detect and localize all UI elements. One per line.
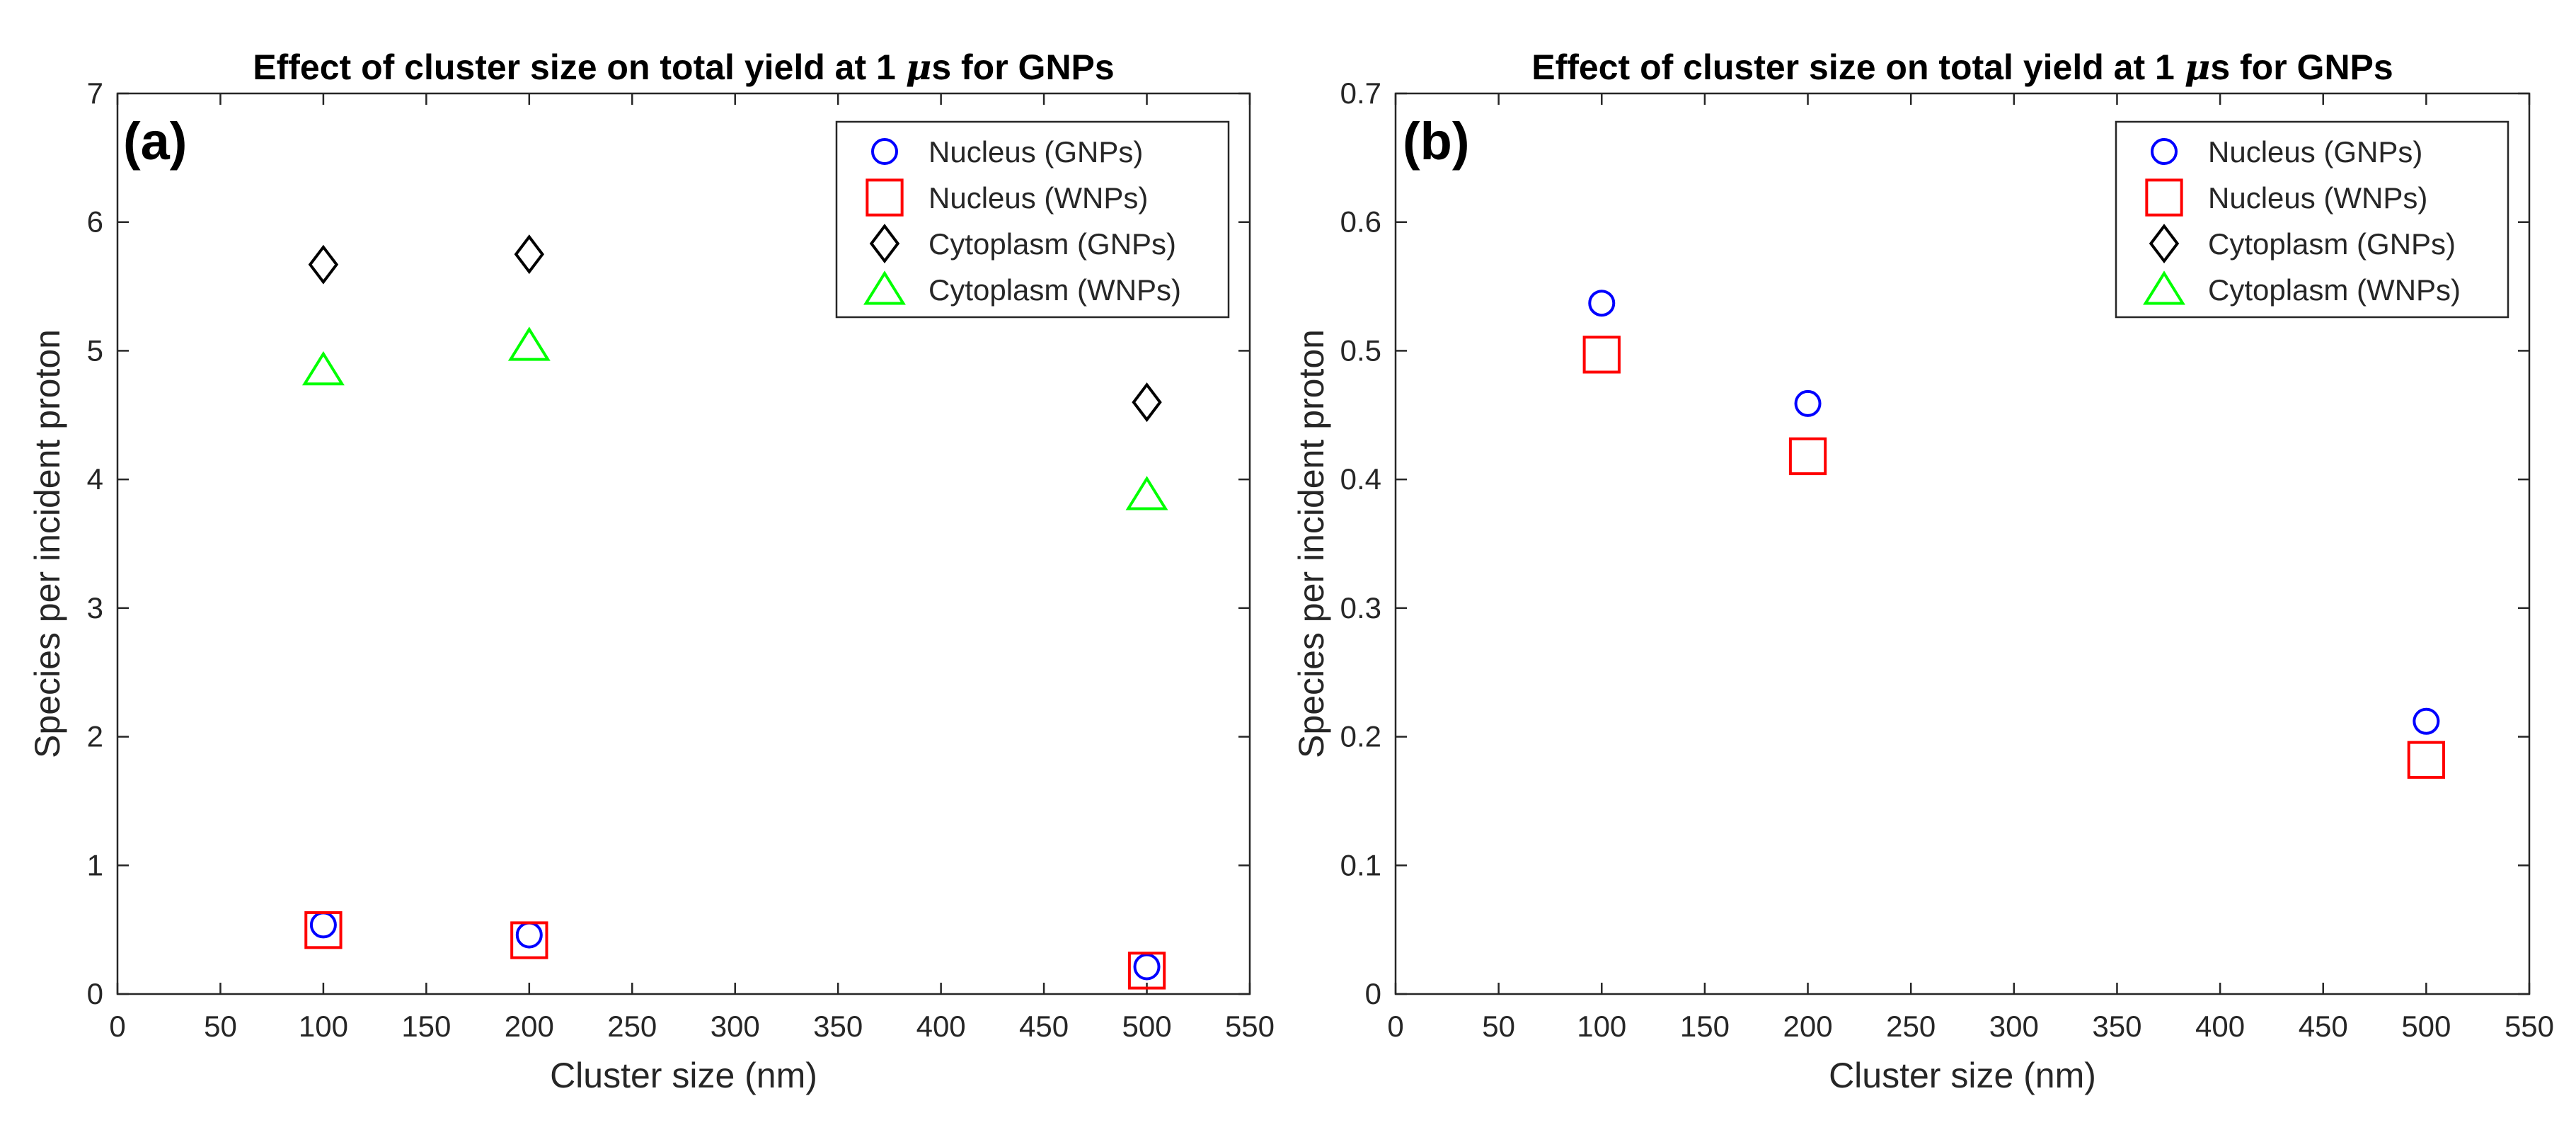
legend-marker-diamond xyxy=(2149,224,2180,263)
title-text-part: s for GNPs xyxy=(2210,47,2393,87)
legend-marker-circle xyxy=(2151,138,2178,165)
data-point-square xyxy=(2407,741,2446,779)
data-point-diamond xyxy=(1132,382,1162,423)
x-axis-label: Cluster size (nm) xyxy=(1829,1056,2096,1095)
legend-marker-circle xyxy=(871,138,898,165)
data-point-circle xyxy=(2413,707,2440,735)
y-tick-label: 4 xyxy=(87,462,103,496)
title-text-part: Effect of cluster size on total yield at… xyxy=(253,47,905,87)
x-tick-label: 0 xyxy=(1387,1010,1403,1043)
panel-b: 0 50 100 150 200 250 300 350 400 450 500 550 0 0.1 0.2… xyxy=(1292,46,2554,1095)
x-tick-label: 400 xyxy=(916,1010,966,1043)
data-point-circle xyxy=(1133,953,1161,981)
y-tick-label: 0.1 xyxy=(1340,848,1381,881)
legend-marker-triangle xyxy=(863,270,906,305)
x-tick-label: 500 xyxy=(2401,1010,2451,1043)
y-tick-label: 0.2 xyxy=(1340,720,1381,753)
data-point-square xyxy=(1127,952,1166,990)
legend-label: Cytoplasm (GNPs) xyxy=(2208,227,2456,261)
x-tick-label: 450 xyxy=(1019,1010,1069,1043)
x-tick-label: 250 xyxy=(1886,1010,1936,1043)
data-point-square xyxy=(510,921,548,959)
legend-marker-square xyxy=(866,178,904,217)
x-tick-label: 400 xyxy=(2195,1010,2245,1043)
x-tick-label: 50 xyxy=(1482,1010,1515,1043)
chart-title: Effect of cluster size on total yield at… xyxy=(1531,46,2393,88)
y-tick-label: 0.6 xyxy=(1340,205,1381,239)
data-point-square xyxy=(304,911,343,949)
y-tick-label: 7 xyxy=(87,76,103,110)
y-tick-label: 1 xyxy=(87,848,103,881)
data-point-diamond xyxy=(308,244,339,285)
y-tick-label: 0.4 xyxy=(1340,462,1381,496)
chart-title: Effect of cluster size on total yield at… xyxy=(253,46,1114,88)
y-tick-label: 0.3 xyxy=(1340,591,1381,624)
legend-label: Nucleus (WNPs) xyxy=(928,181,1148,215)
x-tick-label: 200 xyxy=(1783,1010,1833,1043)
data-point-triangle xyxy=(301,350,345,386)
title-mu-symbol: μ xyxy=(906,46,932,88)
x-tick-label: 100 xyxy=(1577,1010,1626,1043)
legend-label: Cytoplasm (WNPs) xyxy=(928,273,1181,307)
legend-label: Cytoplasm (GNPs) xyxy=(928,227,1176,261)
panel-a: 0 50 100 150 200 250 300 350 400 450 500 550 0 1 2 3 4 5 6… xyxy=(28,46,1275,1095)
legend-label: Nucleus (GNPs) xyxy=(928,135,1143,169)
title-text-part: Effect of cluster size on total yield at… xyxy=(1531,47,2184,87)
legend xyxy=(835,120,1230,319)
x-tick-label: 300 xyxy=(1989,1010,2039,1043)
y-tick-label: 0 xyxy=(1365,977,1381,1010)
x-tick-label: 0 xyxy=(109,1010,125,1043)
y-tick-label: 6 xyxy=(87,205,103,239)
data-point-square xyxy=(1788,437,1827,476)
data-point-triangle xyxy=(507,326,551,361)
y-axis-label: Species per incident proton xyxy=(28,329,67,758)
legend-marker-triangle xyxy=(2143,270,2185,305)
legend xyxy=(2115,120,2509,319)
data-point-circle xyxy=(1588,290,1616,317)
legend-label: Nucleus (GNPs) xyxy=(2208,135,2422,169)
x-tick-label: 50 xyxy=(204,1010,237,1043)
x-tick-label: 550 xyxy=(1225,1010,1275,1043)
title-text-part: s for GNPs xyxy=(931,47,1114,87)
y-tick-label: 5 xyxy=(87,333,103,367)
x-tick-label: 250 xyxy=(607,1010,657,1043)
x-tick-label: 300 xyxy=(711,1010,760,1043)
data-point-triangle xyxy=(1125,476,1168,510)
panel-label: (a) xyxy=(123,112,187,171)
data-point-circle xyxy=(1794,389,1822,417)
x-tick-label: 350 xyxy=(813,1010,863,1043)
x-tick-label: 100 xyxy=(299,1010,348,1043)
legend-marker-square xyxy=(2145,178,2183,217)
y-axis-label: Species per incident proton xyxy=(1292,329,1331,758)
title-mu-symbol: μ xyxy=(2185,46,2211,88)
legend-label: Cytoplasm (WNPs) xyxy=(2208,273,2461,307)
x-tick-label: 200 xyxy=(505,1010,554,1043)
x-tick-label: 150 xyxy=(401,1010,451,1043)
x-tick-label: 500 xyxy=(1122,1010,1172,1043)
data-point-square xyxy=(1582,336,1621,374)
y-tick-label: 3 xyxy=(87,591,103,624)
x-tick-label: 550 xyxy=(2505,1010,2554,1043)
y-tick-label: 0.5 xyxy=(1340,333,1381,367)
legend-marker-diamond xyxy=(869,224,900,263)
legend-label: Nucleus (WNPs) xyxy=(2208,181,2427,215)
data-point-diamond xyxy=(514,234,545,275)
y-tick-label: 0.7 xyxy=(1340,76,1381,110)
panel-label: (b) xyxy=(1403,112,1470,171)
x-axis-label: Cluster size (nm) xyxy=(550,1056,817,1095)
x-tick-label: 450 xyxy=(2299,1010,2348,1043)
x-tick-label: 350 xyxy=(2092,1010,2141,1043)
y-tick-label: 2 xyxy=(87,720,103,753)
y-tick-label: 0 xyxy=(87,977,103,1010)
x-tick-label: 150 xyxy=(1680,1010,1730,1043)
